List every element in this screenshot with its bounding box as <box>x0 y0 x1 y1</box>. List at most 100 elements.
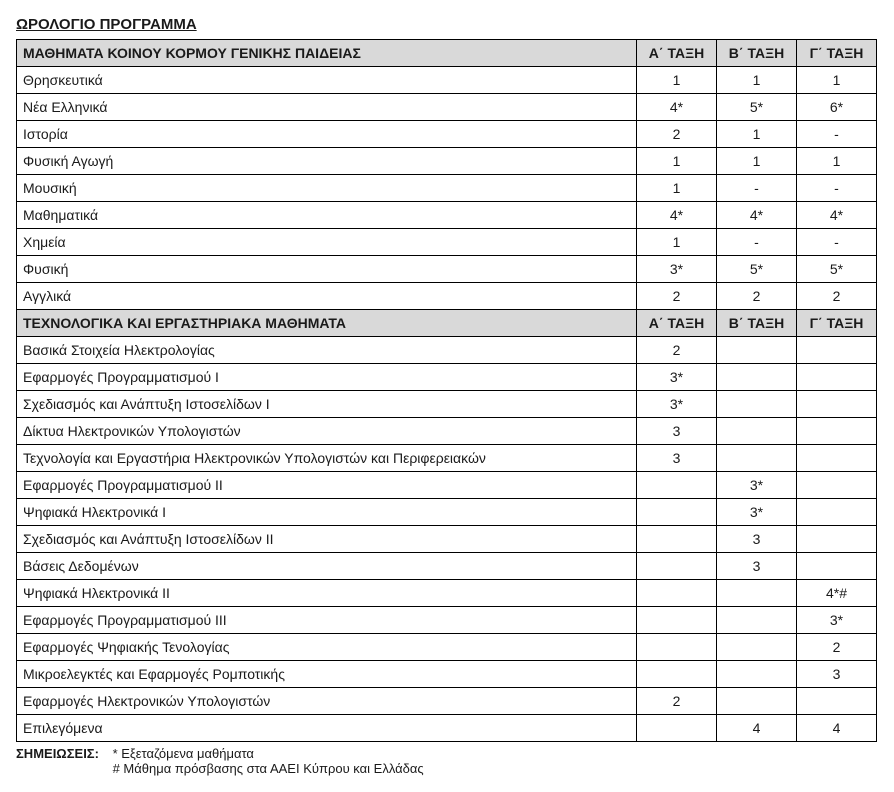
subject-name: Μουσική <box>17 175 637 202</box>
hours-cell <box>797 499 877 526</box>
hours-cell: 3 <box>637 418 717 445</box>
hours-cell: 3* <box>637 364 717 391</box>
subject-name: Ψηφιακά Ηλεκτρονικά ΙΙ <box>17 580 637 607</box>
hours-cell: 1 <box>637 229 717 256</box>
subject-name: Νέα Ελληνικά <box>17 94 637 121</box>
table-row: Εφαρμογές Προγραμματισμού ΙΙ 3* <box>17 472 877 499</box>
table-row: Βάσεις Δεδομένων 3 <box>17 553 877 580</box>
hours-cell <box>637 499 717 526</box>
hours-cell: 2 <box>637 121 717 148</box>
hours-cell: 4 <box>717 715 797 742</box>
table-row: Μαθηματικά4*4*4* <box>17 202 877 229</box>
subject-name: Φυσική <box>17 256 637 283</box>
hours-cell: 2 <box>637 688 717 715</box>
hours-cell <box>717 661 797 688</box>
hours-cell: 1 <box>637 67 717 94</box>
subject-name: Βασικά Στοιχεία Ηλεκτρολογίας <box>17 337 637 364</box>
table-row: Φυσική Αγωγή111 <box>17 148 877 175</box>
table-row: Χημεία1-- <box>17 229 877 256</box>
table-row: Ψηφιακά Ηλεκτρονικά ΙΙ 4*# <box>17 580 877 607</box>
hours-cell <box>717 634 797 661</box>
hours-cell: 1 <box>717 148 797 175</box>
hours-cell: 4*# <box>797 580 877 607</box>
section-header: ΜΑΘΗΜΑΤΑ ΚΟΙΝΟΥ ΚΟΡΜΟΥ ΓΕΝΙΚΗΣ ΠΑΙΔΕΙΑΣ <box>17 40 637 67</box>
hours-cell: 3 <box>717 553 797 580</box>
table-row: Εφαρμογές Προγραμματισμού Ι3* <box>17 364 877 391</box>
subject-name: Σχεδιασμός και Ανάπτυξη Ιστοσελίδων ΙΙ <box>17 526 637 553</box>
subject-name: Εφαρμογές Προγραμματισμού Ι <box>17 364 637 391</box>
table-row: Αγγλικά222 <box>17 283 877 310</box>
hours-cell: 3 <box>637 445 717 472</box>
hours-cell <box>637 715 717 742</box>
table-row: Βασικά Στοιχεία Ηλεκτρολογίας2 <box>17 337 877 364</box>
hours-cell: - <box>717 229 797 256</box>
hours-cell <box>797 364 877 391</box>
subject-name: Εφαρμογές Προγραμματισμού ΙΙ <box>17 472 637 499</box>
subject-name: Εφαρμογές Ψηφιακής Τενολογίας <box>17 634 637 661</box>
subject-name: Χημεία <box>17 229 637 256</box>
hours-cell <box>797 688 877 715</box>
notes-line: * Εξεταζόμενα μαθήματα <box>113 746 254 761</box>
hours-cell <box>797 391 877 418</box>
hours-cell: 2 <box>717 283 797 310</box>
table-row: Εφαρμογές Προγραμματισμού ΙΙΙ3* <box>17 607 877 634</box>
subject-name: Μικροελεγκτές και Εφαρμογές Ρομποτικής <box>17 661 637 688</box>
table-row: Ψηφιακά Ηλεκτρονικά Ι 3* <box>17 499 877 526</box>
hours-cell <box>637 607 717 634</box>
column-header: Β΄ ΤΑΞΗ <box>717 40 797 67</box>
hours-cell: 4* <box>637 94 717 121</box>
hours-cell: 4 <box>797 715 877 742</box>
hours-cell: 3* <box>717 499 797 526</box>
subject-name: Αγγλικά <box>17 283 637 310</box>
hours-cell: 5* <box>717 256 797 283</box>
hours-cell: - <box>717 175 797 202</box>
hours-cell: 3* <box>717 472 797 499</box>
hours-cell: - <box>797 121 877 148</box>
hours-cell: 6* <box>797 94 877 121</box>
table-row: Μικροελεγκτές και Εφαρμογές Ρομποτικής 3 <box>17 661 877 688</box>
subject-name: Σχεδιασμός και Ανάπτυξη Ιστοσελίδων Ι <box>17 391 637 418</box>
table-row: Εφαρμογές Ψηφιακής Τενολογίας 2 <box>17 634 877 661</box>
hours-cell: 2 <box>797 283 877 310</box>
hours-cell: 3* <box>637 256 717 283</box>
hours-cell <box>717 445 797 472</box>
hours-cell <box>717 607 797 634</box>
subject-name: Εφαρμογές Προγραμματισμού ΙΙΙ <box>17 607 637 634</box>
hours-cell: 1 <box>797 67 877 94</box>
column-header: Α΄ ΤΑΞΗ <box>637 40 717 67</box>
hours-cell <box>797 472 877 499</box>
hours-cell: 1 <box>637 148 717 175</box>
table-row: Θρησκευτικά111 <box>17 67 877 94</box>
subject-name: Τεχνολογία και Εργαστήρια Ηλεκτρονικών Υ… <box>17 445 637 472</box>
hours-cell: 2 <box>797 634 877 661</box>
notes-lines: * Εξεταζόμενα μαθήματα# Μάθημα πρόσβασης… <box>113 746 424 776</box>
subject-name: Ψηφιακά Ηλεκτρονικά Ι <box>17 499 637 526</box>
hours-cell <box>717 418 797 445</box>
hours-cell <box>637 553 717 580</box>
notes-label: ΣΗΜΕΙΩΣΕΙΣ: <box>16 746 99 761</box>
hours-cell: 3 <box>797 661 877 688</box>
hours-cell: 5* <box>797 256 877 283</box>
hours-cell: 5* <box>717 94 797 121</box>
hours-cell <box>637 472 717 499</box>
table-row: Φυσική3*5*5* <box>17 256 877 283</box>
hours-cell: - <box>797 175 877 202</box>
column-header: Β΄ ΤΑΞΗ <box>717 310 797 337</box>
hours-cell: 2 <box>637 283 717 310</box>
hours-cell <box>717 391 797 418</box>
hours-cell <box>637 526 717 553</box>
hours-cell: 4* <box>797 202 877 229</box>
notes-line: # Μάθημα πρόσβασης στα ΑΑΕΙ Κύπρου και Ε… <box>113 761 424 776</box>
page-title: ΩΡΟΛΟΓΙΟ ΠΡΟΓΡΑΜΜΑ <box>16 16 878 33</box>
hours-cell <box>637 661 717 688</box>
hours-cell: 1 <box>717 121 797 148</box>
subject-name: Βάσεις Δεδομένων <box>17 553 637 580</box>
hours-cell <box>797 553 877 580</box>
hours-cell <box>717 688 797 715</box>
hours-cell: 1 <box>637 175 717 202</box>
subject-name: Θρησκευτικά <box>17 67 637 94</box>
hours-cell <box>797 526 877 553</box>
table-row: Ιστορία21- <box>17 121 877 148</box>
column-header: Γ΄ ΤΑΞΗ <box>797 40 877 67</box>
subject-name: Ιστορία <box>17 121 637 148</box>
